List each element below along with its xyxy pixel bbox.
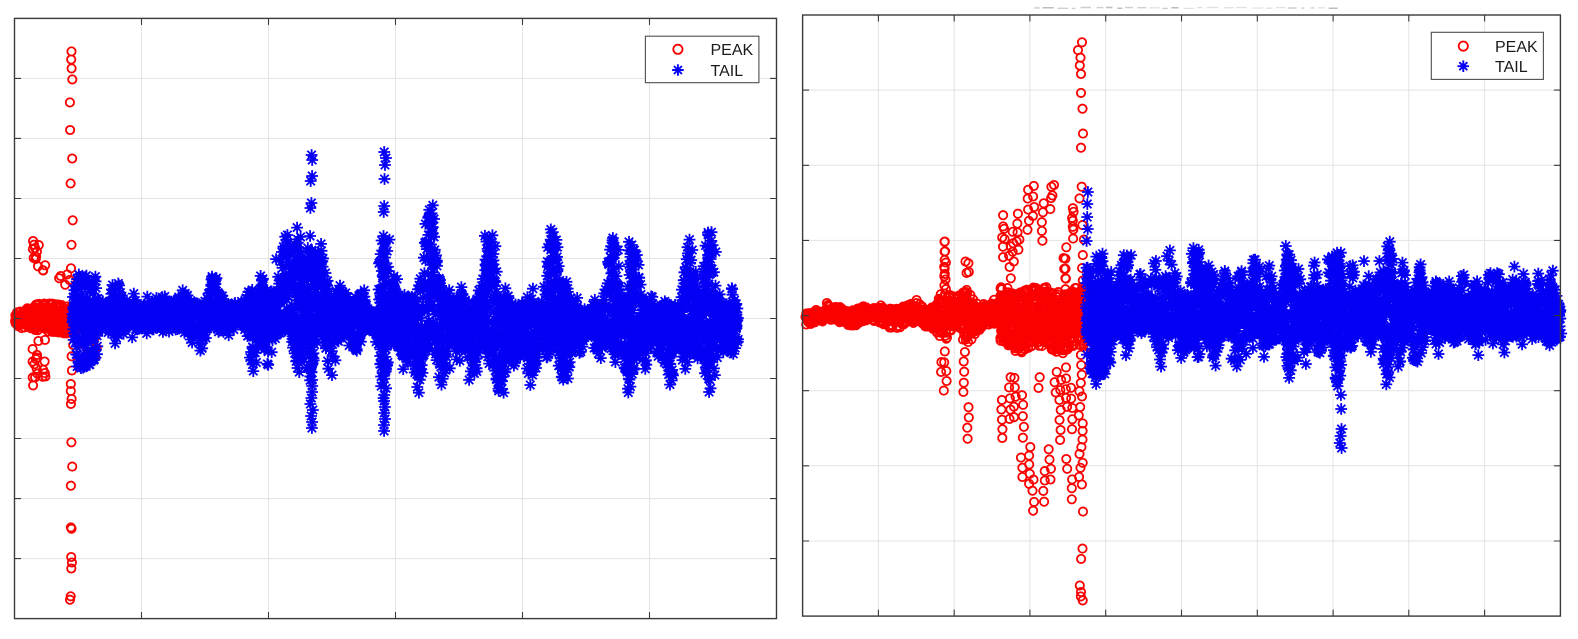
svg-text:PEAK: PEAK [1495,39,1538,56]
svg-text:TAIL: TAIL [1495,59,1528,76]
svg-text:TAIL: TAIL [711,63,744,80]
svg-text:PEAK: PEAK [711,42,754,59]
